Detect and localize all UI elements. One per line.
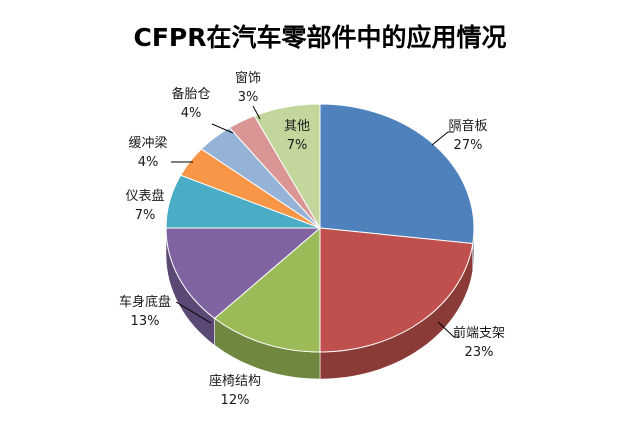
slice-name-5: 缓冲梁 — [128, 136, 167, 151]
slice-0 — [319, 103, 475, 245]
slice-name-1: 前端支架 — [453, 325, 505, 341]
slice-name-3: 车身底盘 — [119, 294, 171, 310]
slice-labels: 隔音板 27% 前端支架 23% 座椅结构 12% 车身底盘 13% 仪表盘 7% 缓冲梁 4% 备胎仓… — [119, 70, 505, 408]
slice-name-8: 其他 — [284, 119, 310, 134]
slice-name-7: 窗饰 — [235, 70, 261, 86]
slice-value-2: 12% — [221, 393, 250, 408]
slice-value-3: 13% — [131, 314, 160, 329]
slice-value-8: 7% — [287, 138, 308, 153]
slice-name-6: 备胎仓 — [171, 86, 210, 102]
slice-1 — [319, 227, 474, 353]
slice-8 — [253, 103, 321, 230]
leader-line-1 — [437, 321, 460, 338]
slice-value-6: 4% — [181, 106, 202, 121]
slice-3 — [165, 227, 322, 320]
slice-value-1: 23% — [465, 345, 494, 360]
leader-line-0 — [431, 131, 454, 146]
leader-lines — [171, 105, 460, 338]
leader-line-7 — [252, 105, 261, 120]
chart-title: CFPR在汽车零部件中的应用情况 — [134, 23, 507, 52]
slice-name-4: 仪表盘 — [125, 188, 164, 204]
slice-value-7: 3% — [238, 90, 259, 105]
slice-name-0: 隔音板 — [448, 118, 487, 134]
leader-line-3 — [175, 301, 212, 324]
slice-2 — [213, 226, 321, 353]
slice-value-5: 4% — [138, 155, 159, 170]
slice-value-0: 27% — [454, 138, 483, 153]
slice-name-2: 座椅结构 — [209, 374, 261, 389]
leader-line-6 — [211, 123, 234, 134]
pie-slices — [165, 103, 475, 353]
slice-value-4: 7% — [135, 208, 156, 223]
